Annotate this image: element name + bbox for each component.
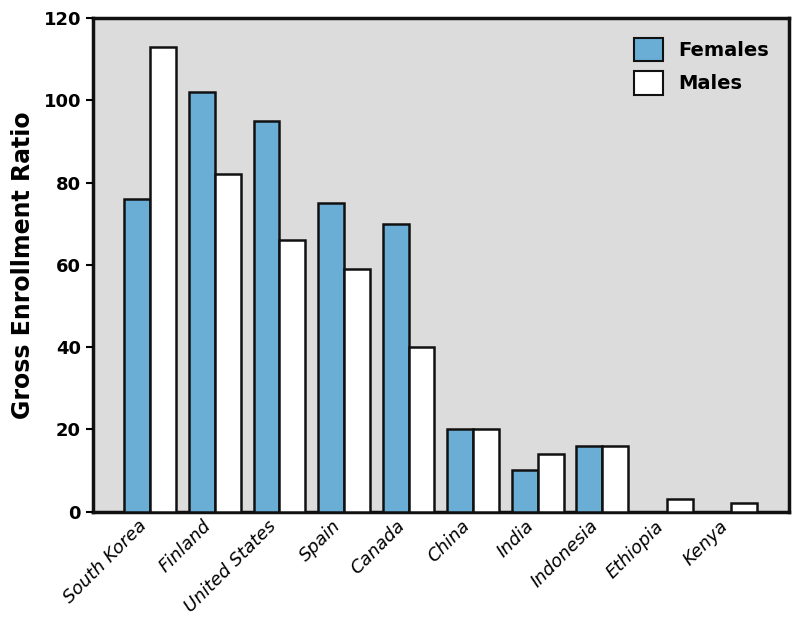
Bar	[279, 240, 306, 512]
Bar	[124, 199, 150, 512]
Bar	[473, 429, 499, 512]
Bar	[150, 47, 176, 512]
Y-axis label: Gross Enrollment Ratio: Gross Enrollment Ratio	[11, 111, 35, 419]
Legend: Females, Males: Females, Males	[624, 28, 779, 105]
Bar	[577, 446, 602, 512]
Bar	[382, 224, 409, 512]
Bar	[538, 454, 563, 512]
Bar	[667, 499, 693, 512]
Bar	[447, 429, 473, 512]
Bar	[215, 174, 241, 512]
Bar	[344, 269, 370, 512]
Bar	[318, 203, 344, 512]
Bar	[602, 446, 628, 512]
Bar	[731, 503, 758, 512]
Bar	[189, 92, 215, 512]
Bar	[254, 121, 279, 512]
Bar	[512, 470, 538, 512]
Bar	[409, 347, 434, 512]
